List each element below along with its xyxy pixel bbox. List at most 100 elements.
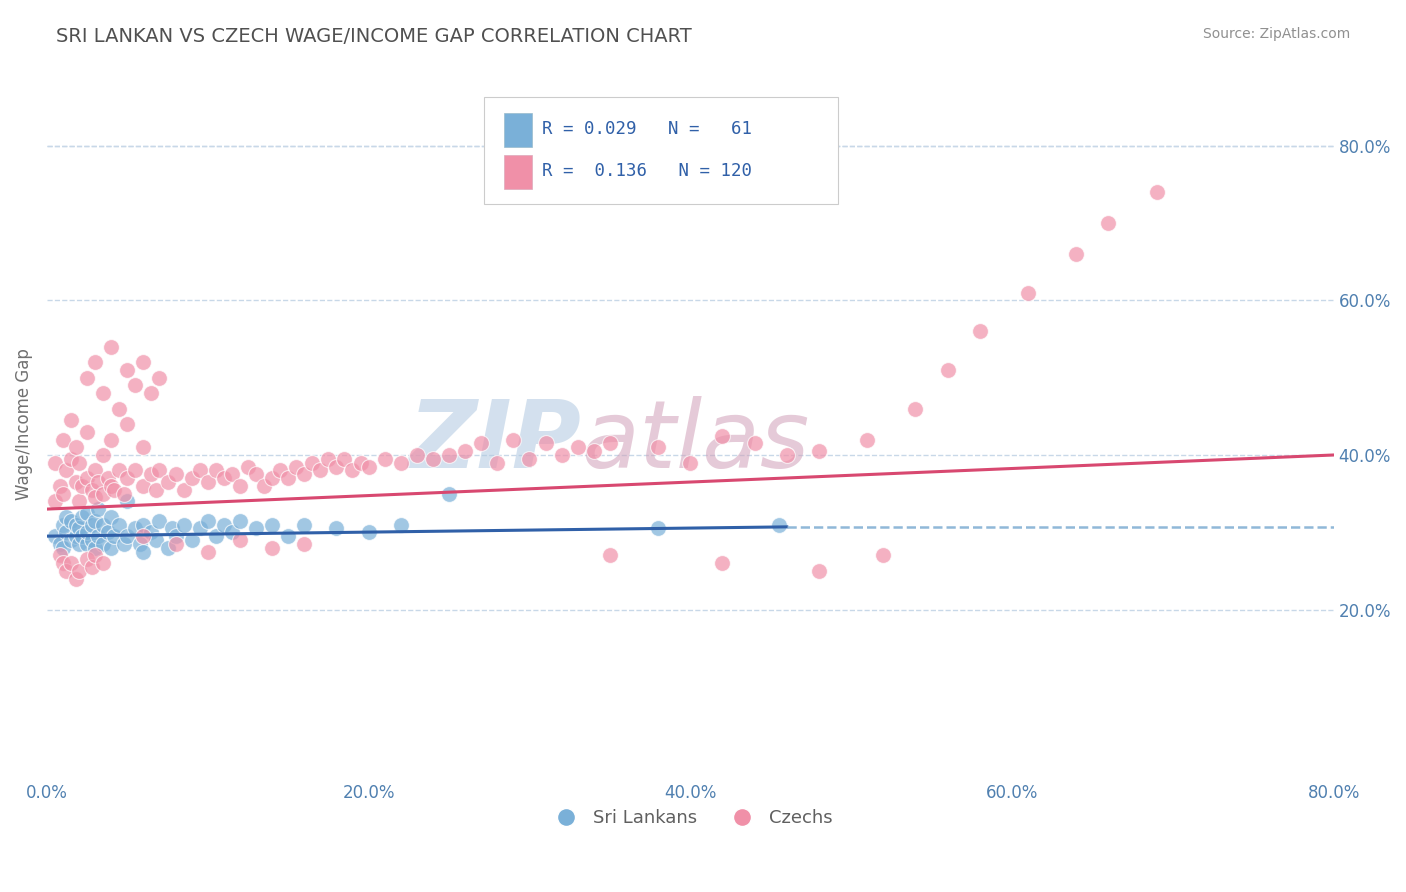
Point — [333, 451, 356, 466]
Point — [374, 451, 396, 466]
Point — [856, 433, 879, 447]
Point — [180, 471, 202, 485]
Point — [277, 529, 299, 543]
Point — [49, 479, 72, 493]
Point — [165, 537, 187, 551]
Point — [132, 355, 155, 369]
Point — [807, 444, 830, 458]
Point — [141, 467, 163, 482]
Point — [84, 491, 107, 505]
Point — [744, 436, 766, 450]
Point — [108, 517, 131, 532]
Point — [76, 471, 98, 485]
Point — [100, 479, 122, 493]
Point — [67, 521, 90, 535]
Point — [550, 448, 572, 462]
Point — [44, 494, 66, 508]
Point — [245, 521, 267, 535]
Point — [502, 433, 524, 447]
Point — [141, 525, 163, 540]
Point — [52, 556, 75, 570]
Point — [776, 448, 799, 462]
Point — [124, 463, 146, 477]
Point — [112, 486, 135, 500]
Point — [80, 517, 103, 532]
Point — [148, 463, 170, 477]
Point — [221, 525, 243, 540]
Point — [55, 564, 77, 578]
Point — [100, 509, 122, 524]
Y-axis label: Wage/Income Gap: Wage/Income Gap — [15, 348, 32, 500]
Point — [486, 456, 509, 470]
Text: ZIP: ZIP — [408, 396, 581, 488]
Point — [80, 560, 103, 574]
Point — [599, 549, 621, 563]
Point — [197, 544, 219, 558]
Point — [55, 525, 77, 540]
Point — [65, 517, 87, 532]
Point — [60, 533, 83, 547]
Point — [180, 533, 202, 547]
Point — [132, 529, 155, 543]
Point — [55, 463, 77, 477]
Point — [65, 475, 87, 489]
Point — [904, 401, 927, 416]
Point — [285, 459, 308, 474]
Point — [52, 433, 75, 447]
Point — [277, 471, 299, 485]
Point — [229, 533, 252, 547]
Point — [60, 413, 83, 427]
Point — [229, 514, 252, 528]
Point — [318, 451, 340, 466]
Point — [117, 417, 139, 431]
Point — [129, 537, 152, 551]
Point — [132, 440, 155, 454]
Point — [1017, 285, 1039, 300]
Point — [165, 467, 187, 482]
Point — [76, 525, 98, 540]
Point — [117, 529, 139, 543]
Point — [132, 517, 155, 532]
Text: R = 0.029   N =   61: R = 0.029 N = 61 — [543, 120, 752, 138]
Point — [173, 483, 195, 497]
Point — [44, 529, 66, 543]
Point — [349, 456, 371, 470]
Point — [97, 471, 120, 485]
Point — [49, 549, 72, 563]
Point — [389, 456, 412, 470]
Point — [768, 517, 790, 532]
Point — [112, 537, 135, 551]
Point — [124, 521, 146, 535]
Point — [84, 549, 107, 563]
Point — [173, 517, 195, 532]
Point — [67, 456, 90, 470]
Point — [76, 537, 98, 551]
Point — [188, 521, 211, 535]
Point — [262, 471, 284, 485]
Point — [52, 541, 75, 555]
Point — [582, 444, 605, 458]
Point — [936, 363, 959, 377]
Point — [60, 556, 83, 570]
Point — [91, 448, 114, 462]
Point — [91, 517, 114, 532]
Point — [52, 486, 75, 500]
Point — [212, 517, 235, 532]
Point — [325, 459, 347, 474]
Bar — [503, 154, 531, 189]
Point — [567, 440, 589, 454]
Point — [711, 428, 734, 442]
Point — [100, 433, 122, 447]
Point — [325, 521, 347, 535]
Point — [301, 456, 323, 470]
Point — [1097, 216, 1119, 230]
Point — [309, 463, 332, 477]
Point — [342, 463, 364, 477]
Point — [454, 444, 477, 458]
Point — [253, 479, 276, 493]
Text: Source: ZipAtlas.com: Source: ZipAtlas.com — [1202, 27, 1350, 41]
Point — [65, 572, 87, 586]
Point — [148, 514, 170, 528]
Point — [534, 436, 557, 450]
Point — [162, 521, 184, 535]
